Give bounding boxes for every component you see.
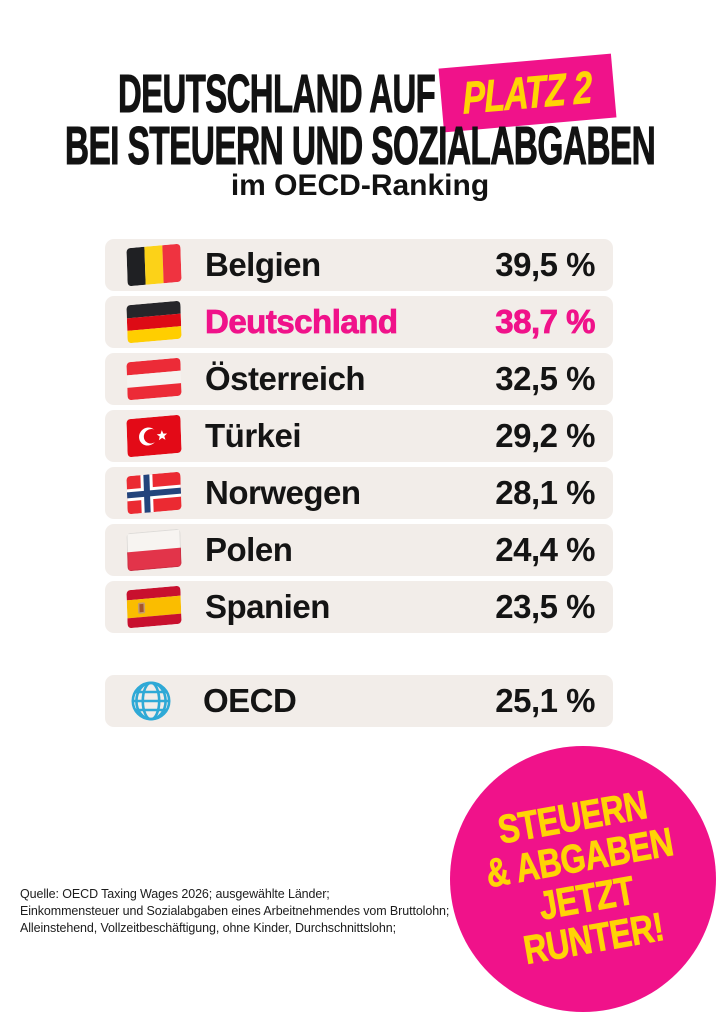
country-label: Deutschland	[205, 303, 399, 341]
source-note: Quelle: OECD Taxing Wages 2026; ausgewäh…	[20, 886, 449, 937]
source-line: Quelle: OECD Taxing Wages 2026; ausgewäh…	[20, 887, 330, 901]
country-value: 28,1 %	[495, 474, 595, 511]
headline-line2: BEI STEUERN UND SOZIALABGABEN	[64, 116, 657, 176]
country-label: Norwegen	[205, 474, 361, 511]
country-value: 38,7 %	[495, 303, 596, 341]
belgium-flag-icon	[126, 243, 182, 287]
ranking-row-oesterreich: Österreich 32,5 %	[105, 353, 613, 405]
headline-line1: DEUTSCHLAND AUF	[118, 64, 436, 124]
ranking-row-tuerkei: Türkei 29,2 %	[105, 410, 613, 462]
austria-flag-icon	[126, 357, 182, 401]
germany-flag-icon	[126, 300, 182, 344]
country-label: Polen	[205, 531, 293, 568]
turkey-flag-icon	[126, 414, 182, 458]
sticker-text: STEUERN & ABGABEN JETZT RUNTER!	[476, 782, 691, 976]
source-line: Alleinstehend, Vollzeitbeschäftigung, oh…	[20, 921, 396, 935]
country-label: Türkei	[205, 417, 302, 454]
headline-line2-wrap: BEI STEUERN UND SOZIALABGABEN	[0, 116, 720, 176]
country-label: Spanien	[205, 588, 330, 625]
ranking-row-belgien: Belgien 39,5 %	[105, 239, 613, 291]
globe-with-meridians-icon	[129, 679, 173, 723]
ranking-row-polen: Polen 24,4 %	[105, 524, 613, 576]
ranking-row-spanien: Spanien 23,5 %	[105, 581, 613, 633]
ranking-row-oecd: OECD 25,1 %	[105, 675, 613, 727]
spain-flag-icon	[126, 585, 182, 629]
ranking-list: Belgien 39,5 % Deutschland 38,7 % Österr…	[105, 239, 613, 732]
country-value: 24,4 %	[495, 531, 595, 568]
country-value: 29,2 %	[495, 417, 595, 454]
source-line: Einkommensteuer und Sozialabgaben eines …	[20, 904, 450, 918]
country-value: 23,5 %	[495, 588, 595, 625]
country-label: OECD	[203, 682, 297, 719]
norway-flag-icon	[126, 471, 182, 515]
country-label: Belgien	[205, 246, 321, 283]
country-value: 25,1 %	[495, 682, 595, 719]
ranking-row-norwegen: Norwegen 28,1 %	[105, 467, 613, 519]
country-value: 32,5 %	[495, 360, 595, 397]
headline-subtitle: im OECD-Ranking	[230, 169, 490, 202]
poland-flag-icon	[126, 528, 182, 572]
sticker-badge: STEUERN & ABGABEN JETZT RUNTER!	[450, 746, 716, 1012]
country-label: Österreich	[205, 360, 366, 397]
country-value: 39,5 %	[495, 246, 595, 283]
ranking-row-deutschland: Deutschland 38,7 %	[105, 296, 613, 348]
headline-subtitle-wrap: im OECD-Ranking	[0, 169, 720, 203]
